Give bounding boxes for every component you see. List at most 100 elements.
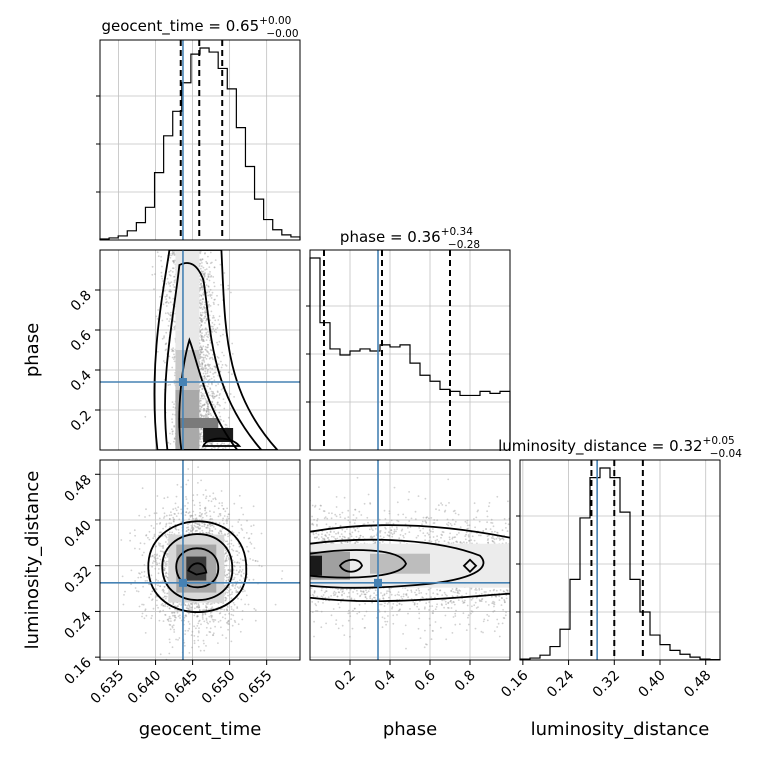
sample-point <box>200 391 203 394</box>
sample-point <box>162 546 165 548</box>
sample-point <box>206 375 209 378</box>
sample-point <box>203 307 206 310</box>
sample-point <box>207 304 210 307</box>
sample-point <box>478 599 481 601</box>
sample-point <box>193 614 196 617</box>
sample-point <box>193 524 196 527</box>
sample-point <box>166 555 169 558</box>
sample-point <box>390 529 393 532</box>
sample-point <box>225 579 228 582</box>
sample-point <box>203 311 206 314</box>
sample-point <box>173 611 175 614</box>
sample-point <box>223 609 226 611</box>
sample-point <box>205 605 207 607</box>
panel-frame <box>99 249 301 451</box>
sample-point <box>153 288 155 290</box>
sample-point <box>210 614 212 617</box>
sample-point <box>227 416 230 419</box>
sample-point <box>165 565 167 567</box>
sample-point <box>461 542 463 544</box>
sample-point <box>169 282 172 284</box>
sample-point <box>228 558 230 561</box>
sample-point <box>362 523 365 526</box>
sample-point <box>211 615 214 617</box>
sample-point <box>205 268 208 270</box>
sample-point <box>217 374 220 377</box>
sample-point <box>200 324 203 327</box>
sample-point <box>214 328 217 331</box>
sample-point <box>168 607 171 610</box>
sample-point <box>172 516 175 519</box>
sample-point <box>190 608 193 611</box>
sample-point <box>212 373 215 375</box>
sample-point <box>199 363 202 366</box>
sample-point <box>202 372 205 375</box>
sample-point <box>479 600 481 602</box>
sample-point <box>184 604 187 606</box>
sample-point <box>504 614 507 617</box>
sample-point <box>196 526 198 529</box>
sample-point <box>247 550 250 552</box>
sample-point <box>173 518 175 521</box>
sample-point <box>488 505 490 508</box>
sample-point <box>145 614 148 617</box>
sample-point <box>239 545 241 548</box>
sample-point <box>171 430 174 433</box>
sample-point <box>167 281 170 284</box>
sample-point <box>223 574 226 577</box>
sample-point <box>353 607 356 610</box>
sample-point <box>205 333 208 335</box>
sample-point <box>210 297 213 299</box>
sample-point <box>499 589 502 591</box>
sample-point <box>173 512 176 515</box>
sample-point <box>449 522 452 525</box>
sample-point <box>154 557 157 560</box>
sample-point <box>169 289 172 291</box>
sample-point <box>199 438 202 441</box>
sample-point <box>206 262 209 265</box>
sample-point <box>221 442 224 445</box>
sample-point <box>203 525 206 528</box>
sample-point <box>199 275 201 277</box>
sample-point <box>450 590 453 593</box>
sample-point <box>199 259 202 261</box>
sample-point <box>210 294 213 296</box>
sample-point <box>239 630 242 633</box>
sample-point <box>229 593 232 596</box>
sample-point <box>198 501 201 504</box>
sample-point <box>168 274 171 276</box>
sample-point <box>216 442 219 445</box>
sample-point <box>158 544 160 546</box>
sample-point <box>170 620 172 622</box>
sample-point <box>240 574 243 577</box>
sample-point <box>207 408 210 411</box>
sample-point <box>164 312 167 315</box>
sample-point <box>168 652 171 655</box>
sample-point <box>230 593 233 595</box>
sample-point <box>204 613 207 616</box>
sample-point <box>212 301 215 304</box>
sample-point <box>155 578 158 581</box>
sample-point <box>201 529 204 532</box>
sample-point <box>202 340 205 342</box>
sample-point <box>316 523 318 526</box>
sample-point <box>204 489 207 491</box>
sample-point <box>205 645 207 647</box>
sample-point <box>312 595 315 597</box>
sample-point <box>219 393 221 395</box>
sample-point <box>208 523 211 525</box>
sample-point <box>202 339 205 341</box>
sample-point <box>153 556 156 559</box>
sample-point <box>151 562 154 564</box>
sample-point <box>206 443 209 446</box>
sample-point <box>201 332 203 334</box>
sample-point <box>408 491 410 493</box>
sample-point <box>209 387 212 390</box>
sample-point <box>225 552 227 555</box>
sample-point <box>422 527 424 530</box>
sample-point <box>370 528 373 530</box>
sample-point <box>208 279 211 282</box>
density-cell <box>175 310 200 330</box>
sample-point <box>164 541 167 543</box>
sample-point <box>199 408 202 410</box>
